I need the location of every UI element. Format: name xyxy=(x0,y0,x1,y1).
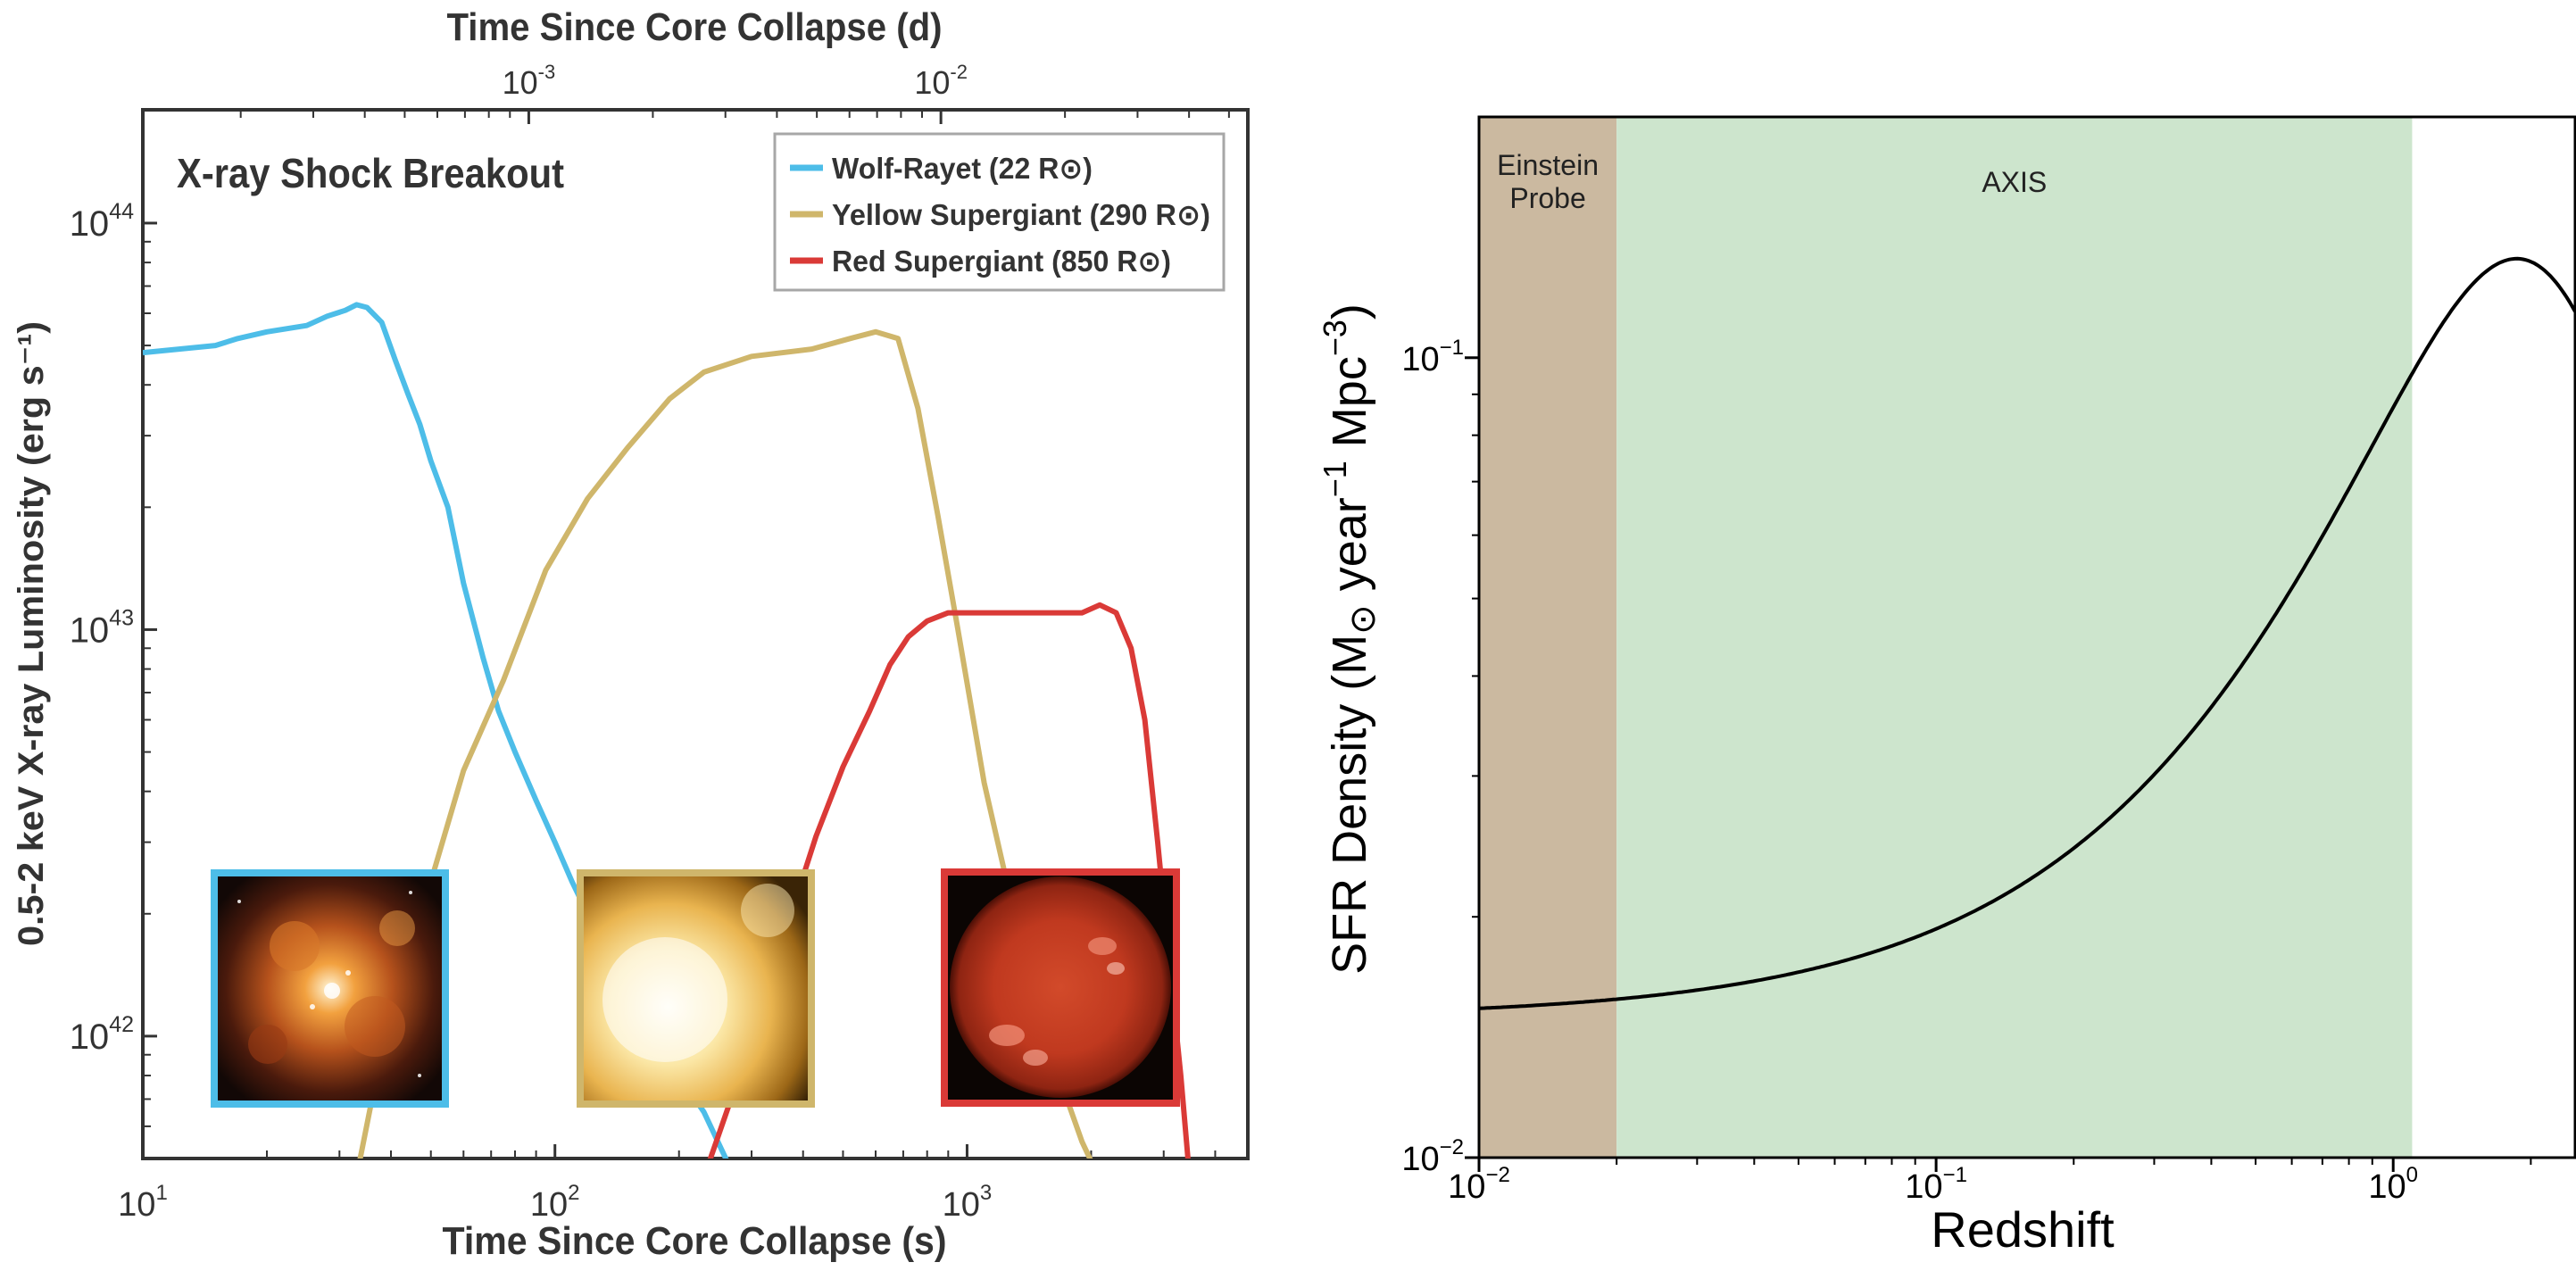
right-y-minor-ticks xyxy=(1472,393,1479,918)
left-y-tick-label: 1044 xyxy=(70,199,134,244)
right-x-tick-label: 100 xyxy=(2368,1163,2418,1206)
y-label-part-c: Mpc xyxy=(1323,356,1376,461)
right-x-tick-label: 10−2 xyxy=(1448,1163,1510,1206)
left-x-tick-label: 103 xyxy=(943,1181,993,1224)
left-y-tick-labels: 1042 1043 1044 xyxy=(70,199,134,1057)
left-legend: Wolf-Rayet (22 R⊙) Yellow Supergiant (29… xyxy=(773,132,1226,292)
right-y-tick-label: 10−1 xyxy=(1401,336,1464,378)
red-sun-disk-icon xyxy=(950,876,1171,1098)
legend-box xyxy=(773,132,1226,292)
right-x-axis-label: Redshift xyxy=(1931,1201,2115,1258)
left-top-tick-label: 10-2 xyxy=(914,61,968,101)
right-y-major-ticks xyxy=(1465,356,1479,1159)
right-x-minor-ticks xyxy=(1616,1158,2532,1165)
red-supergiant-line xyxy=(707,602,1191,1159)
einstein-probe-region xyxy=(1479,117,1617,1158)
left-x-major-ticks xyxy=(141,1144,968,1159)
left-top-tick-labels: 10-3 10-2 xyxy=(503,61,968,101)
y-label-part-a: SFR Density (M xyxy=(1323,635,1376,975)
right-y-tick-label: 10−2 xyxy=(1401,1135,1464,1178)
y-label-exp1: −1 xyxy=(1317,461,1353,497)
y-label-exp2: −3 xyxy=(1317,320,1353,356)
sfr-density-chart: Einstein Probe AXIS 10−2 10−1 100 10−2 10−1… xyxy=(1317,115,2576,1258)
left-x-tick-labels: 101 102 103 xyxy=(118,1181,992,1224)
y-label-sun-symbol: ⊙ xyxy=(1343,604,1383,635)
left-y-tick-label: 1043 xyxy=(70,605,134,650)
left-top-axis-ticks xyxy=(239,110,1230,124)
wolf-rayet-nebula-icon xyxy=(237,891,421,1077)
left-y-major-ticks xyxy=(143,221,157,1038)
wolf-rayet-inset xyxy=(211,869,449,1108)
left-top-axis-label: Time Since Core Collapse (d) xyxy=(447,5,943,49)
legend-label-yellow-supergiant: Yellow Supergiant (290 R⊙) xyxy=(832,198,1210,231)
left-top-tick-label: 10-3 xyxy=(503,61,556,101)
left-chart-title: X-ray Shock Breakout xyxy=(177,150,564,196)
left-y-minor-ticks xyxy=(143,240,151,1127)
left-y-tick-label: 1042 xyxy=(70,1012,134,1057)
legend-label-red-supergiant: Red Supergiant (850 R⊙) xyxy=(832,245,1171,278)
legend-label-wolf-rayet: Wolf-Rayet (22 R⊙) xyxy=(832,152,1093,185)
xray-shock-breakout-chart: Wolf-Rayet (22 R⊙) Yellow Supergiant (29… xyxy=(12,5,1250,1263)
yellow-supergiant-glow-icon xyxy=(602,884,794,1062)
red-sun-active-regions-icon xyxy=(989,937,1125,1066)
right-x-tick-labels: 10−2 10−1 100 xyxy=(1448,1163,2418,1206)
yellow-supergiant-line xyxy=(357,328,1093,1159)
y-label-part-b: year xyxy=(1323,497,1376,604)
yellow-supergiant-inset xyxy=(577,869,815,1108)
left-y-axis-label: 0.5-2 keV X-ray Luminosity (erg s⁻¹) xyxy=(12,321,51,946)
left-x-minor-ticks xyxy=(265,1150,1217,1159)
red-supergiant-inset xyxy=(941,868,1180,1107)
left-x-axis-label: Time Since Core Collapse (s) xyxy=(443,1219,947,1263)
right-y-tick-labels: 10−2 10−1 xyxy=(1401,336,1464,1178)
sfr-density-curve xyxy=(1479,256,2575,1010)
right-plot-frame xyxy=(1477,115,2576,1159)
right-y-axis-label: SFR Density (M⊙ year−1 Mpc−3) xyxy=(1317,303,1383,975)
axis-region-label: AXIS xyxy=(1982,166,2047,198)
y-label-part-d: ) xyxy=(1323,303,1376,320)
right-x-tick-label: 10−1 xyxy=(1905,1163,1967,1206)
right-x-major-ticks xyxy=(1477,1158,2395,1172)
axis-region xyxy=(1616,117,2413,1158)
einstein-probe-label-line2: Probe xyxy=(1509,182,1585,214)
left-x-tick-label: 102 xyxy=(530,1181,580,1224)
einstein-probe-label-line1: Einstein xyxy=(1497,149,1599,181)
left-x-tick-label: 101 xyxy=(118,1181,168,1224)
